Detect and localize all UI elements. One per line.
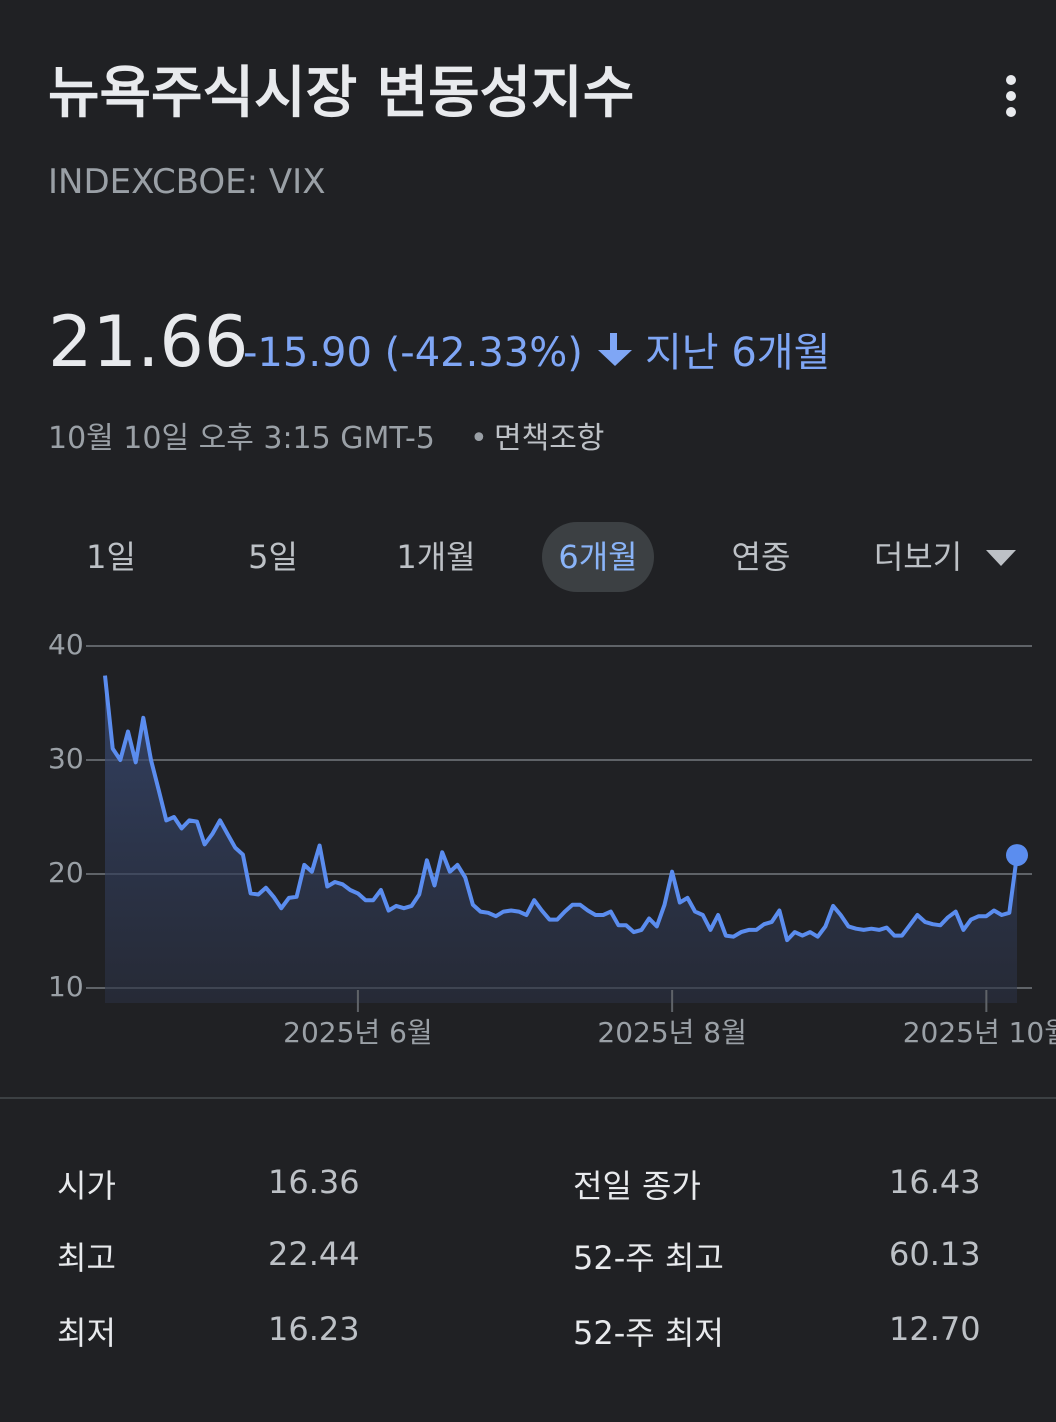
stat-value: 12.70 <box>889 1310 981 1348</box>
change: -15.90 (-42.33%) <box>243 330 583 376</box>
down-arrow <box>598 333 632 366</box>
range-tabs: 1일 5일 1개월 6개월 연중 더보기 <box>86 522 1016 592</box>
dropdown-caret <box>986 550 1016 566</box>
y-tick-label: 10 <box>48 970 84 1003</box>
range-tab[interactable]: 1일 <box>86 538 136 576</box>
range-tab[interactable]: 1개월 <box>396 538 475 576</box>
y-tick-label: 30 <box>48 742 84 775</box>
x-tick-label: 2025년 8월 <box>597 1016 747 1049</box>
tab-label: 1개월 <box>396 538 475 576</box>
stat-label: 전일 종가 <box>573 1167 701 1205</box>
range-tab[interactable]: 더보기 <box>874 538 1016 576</box>
stat-label: 시가 <box>57 1167 116 1205</box>
tab-label: 더보기 <box>874 538 962 576</box>
stats-table: 시가 16.36 전일 종가 16.43 최고 22.44 52-주 최고 60.13 최저 16… <box>57 1163 981 1352</box>
disclaimer-link[interactable]: 면책조항 <box>494 421 604 456</box>
stat-value: 16.43 <box>889 1163 981 1201</box>
tab-label: 1일 <box>86 538 136 576</box>
stat-label: 52-주 최고 <box>573 1239 724 1277</box>
period: 지난 6개월 <box>645 330 830 376</box>
area <box>105 675 1017 1003</box>
stat-label: 52-주 최저 <box>573 1314 724 1352</box>
y-tick-label: 40 <box>48 628 84 661</box>
tab-label: 연중 <box>732 538 791 576</box>
chart: 10 20 30 40 2025년 6월 2025년 8월 2025년 10월 <box>48 628 1056 1049</box>
separator: • <box>470 421 488 456</box>
tab-label: 6개월 <box>558 538 637 576</box>
menu-dot <box>1006 75 1016 85</box>
ticker: INDEXCBOE: VIX <box>48 162 326 202</box>
menu-dot <box>1006 107 1016 117</box>
y-tick-label: 20 <box>48 856 84 889</box>
stat-label: 최저 <box>57 1314 116 1352</box>
tab-label: 5일 <box>248 538 298 576</box>
range-tab[interactable]: 연중 <box>732 538 791 576</box>
stat-value: 60.13 <box>889 1235 981 1273</box>
price-line <box>103 675 1019 943</box>
range-tab[interactable]: 5일 <box>248 538 298 576</box>
stat-label: 최고 <box>57 1239 116 1277</box>
menu-dot <box>1006 91 1016 101</box>
last-point <box>1006 844 1028 867</box>
stat-value: 16.36 <box>268 1163 360 1201</box>
title: 뉴욕주식시장 변동성지수 <box>48 61 634 126</box>
timestamp: 10월 10일 오후 3:15 GMT-5 <box>48 421 435 456</box>
stat-value: 16.23 <box>268 1310 360 1348</box>
arrow-shaft <box>610 333 617 355</box>
price: 21.66 <box>48 301 248 383</box>
range-tab[interactable]: 6개월 <box>542 522 654 592</box>
tab-selected-pill <box>542 522 654 592</box>
x-tick-label: 2025년 10월 <box>903 1016 1056 1049</box>
more-menu[interactable] <box>1006 75 1016 117</box>
stat-value: 22.44 <box>268 1235 360 1273</box>
x-tick-label: 2025년 6월 <box>283 1016 433 1049</box>
arrow-head <box>598 350 632 366</box>
